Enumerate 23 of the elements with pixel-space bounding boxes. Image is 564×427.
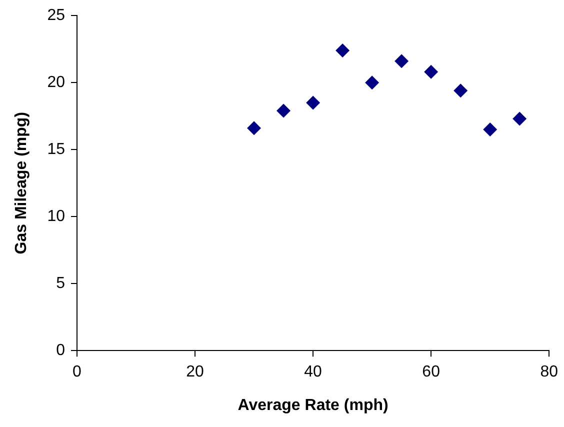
point bbox=[512, 112, 527, 126]
y-tick-label: 15 bbox=[47, 141, 66, 158]
point bbox=[306, 96, 320, 110]
x-tick-label: 0 bbox=[72, 364, 82, 381]
point bbox=[424, 64, 438, 79]
x-tick-label: 80 bbox=[540, 364, 558, 381]
point bbox=[483, 122, 498, 136]
y-tick-label: 5 bbox=[56, 275, 66, 292]
y-tick-label: 0 bbox=[56, 342, 66, 360]
point bbox=[276, 104, 291, 118]
point bbox=[336, 43, 350, 58]
x-axis-title: Average Rate (mph) bbox=[238, 396, 388, 414]
x-tick-label: 20 bbox=[186, 364, 204, 381]
y-axis-title: Gas Mileage (mpg) bbox=[13, 112, 30, 254]
point bbox=[365, 76, 380, 90]
y-tick-label: 25 bbox=[47, 7, 66, 24]
x-tick-label: 60 bbox=[422, 364, 440, 381]
point bbox=[454, 84, 468, 98]
x-tick-label: 40 bbox=[304, 364, 322, 381]
point bbox=[394, 54, 409, 68]
y-tick-label: 20 bbox=[47, 74, 66, 92]
point bbox=[247, 121, 262, 136]
y-tick-label: 10 bbox=[47, 208, 66, 226]
